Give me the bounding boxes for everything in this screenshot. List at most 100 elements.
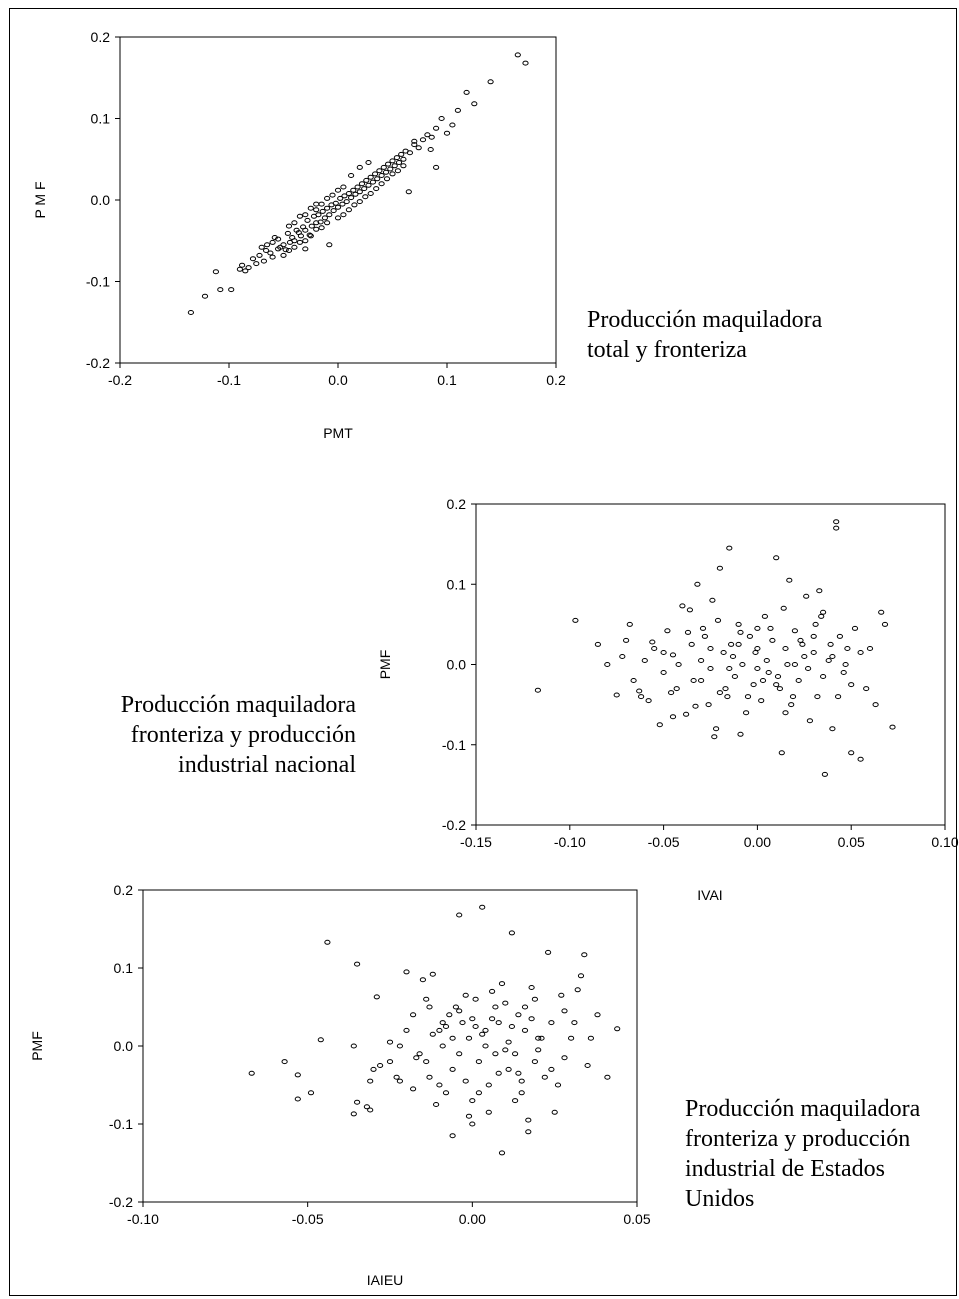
data-point — [664, 628, 671, 634]
data-point — [436, 1082, 443, 1088]
data-point — [456, 1008, 463, 1014]
data-point — [411, 138, 418, 144]
y-tick-label: 0.0 — [91, 192, 111, 208]
data-point — [313, 207, 320, 213]
data-point — [324, 220, 331, 226]
data-point — [260, 258, 267, 264]
data-point — [442, 1090, 450, 1096]
data-point — [350, 1043, 357, 1049]
x-tick-label: -0.1 — [217, 372, 241, 388]
y-tick-label: 0.1 — [114, 960, 134, 976]
data-point — [761, 613, 768, 619]
data-point — [679, 603, 686, 609]
data-point — [645, 698, 652, 704]
data-point — [319, 208, 326, 214]
x-tick-label: -0.10 — [127, 1211, 159, 1227]
data-point — [487, 79, 494, 85]
data-point — [767, 625, 774, 631]
data-point — [307, 1090, 315, 1096]
data-point — [844, 646, 851, 651]
data-point — [743, 710, 750, 716]
data-point — [424, 132, 431, 138]
data-point — [324, 195, 331, 201]
data-point — [668, 690, 675, 696]
data-point — [449, 1066, 456, 1072]
data-point — [426, 1004, 433, 1010]
data-point — [531, 996, 539, 1002]
data-point — [521, 1027, 529, 1033]
data-point — [465, 1035, 473, 1041]
plot-area — [142, 889, 638, 1203]
data-point — [522, 60, 529, 66]
data-point — [776, 686, 783, 692]
data-point — [604, 1074, 611, 1080]
data-point — [515, 1070, 522, 1076]
data-point — [446, 1012, 453, 1018]
data-point — [836, 633, 843, 639]
data-point — [313, 201, 320, 207]
data-point — [673, 686, 680, 692]
data-point — [799, 641, 806, 647]
data-point — [508, 1024, 515, 1029]
data-point — [737, 629, 744, 635]
data-point — [713, 726, 720, 732]
data-point — [332, 200, 339, 206]
data-point — [380, 164, 387, 170]
data-point — [294, 1072, 301, 1078]
data-point — [782, 646, 789, 651]
data-point — [465, 1113, 473, 1119]
data-point — [561, 1055, 568, 1061]
x-tick-label: 0.10 — [931, 834, 958, 850]
data-point — [317, 219, 324, 225]
data-point — [581, 952, 588, 958]
data-point — [482, 1027, 489, 1033]
data-point — [449, 122, 456, 128]
data-point — [833, 519, 840, 525]
x-axis-title: PMT — [323, 425, 353, 441]
x-tick-label: 0.00 — [459, 1211, 486, 1227]
data-point — [818, 613, 825, 619]
data-point — [291, 244, 298, 250]
data-point — [498, 981, 506, 987]
data-point — [548, 1020, 555, 1026]
data-point — [350, 187, 357, 193]
data-point — [739, 662, 746, 667]
data-point — [373, 994, 380, 1000]
y-tick-label: -0.1 — [86, 274, 110, 290]
data-point — [726, 545, 733, 551]
data-point — [711, 734, 718, 740]
data-point — [502, 1000, 509, 1006]
data-point — [400, 156, 407, 162]
data-point — [394, 168, 401, 174]
data-point — [403, 1027, 410, 1033]
data-point — [521, 1004, 529, 1010]
data-point — [367, 191, 374, 196]
data-point — [358, 181, 366, 187]
data-point — [410, 1086, 417, 1092]
y-axis-title: P M F — [32, 181, 48, 218]
data-point — [339, 201, 346, 207]
data-point — [587, 1035, 595, 1041]
x-tick-label: 0.2 — [546, 372, 566, 388]
data-point — [340, 184, 347, 190]
data-point — [373, 186, 380, 192]
data-point — [277, 244, 284, 250]
data-point — [269, 239, 276, 245]
data-point — [387, 166, 394, 172]
data-point — [302, 238, 309, 244]
data-point — [773, 682, 780, 688]
data-point — [291, 220, 298, 226]
y-tick-label: -0.2 — [109, 1194, 133, 1210]
data-point — [378, 173, 385, 178]
data-point — [258, 244, 265, 250]
data-point — [427, 147, 434, 152]
data-point — [433, 164, 440, 170]
data-point — [354, 961, 361, 967]
data-point — [362, 194, 369, 200]
data-point — [296, 239, 303, 245]
data-point — [872, 702, 879, 708]
data-point — [568, 1035, 575, 1041]
data-point — [393, 155, 400, 161]
data-point — [307, 205, 314, 211]
data-point — [454, 107, 461, 113]
